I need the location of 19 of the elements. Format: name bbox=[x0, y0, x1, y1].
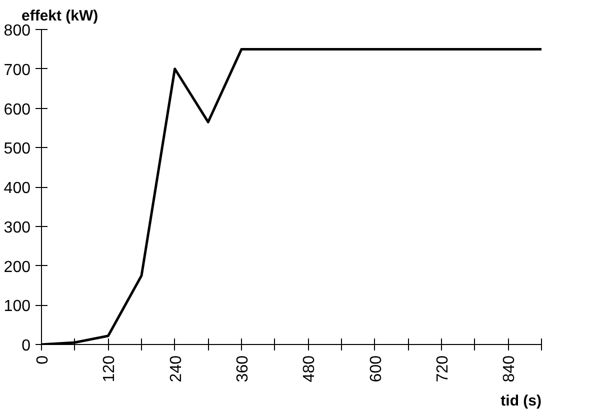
y-tick-label: 200 bbox=[4, 258, 31, 276]
y-tick-label: 800 bbox=[4, 22, 31, 40]
x-tick-label: 720 bbox=[434, 355, 452, 382]
y-tick-label: 100 bbox=[4, 298, 31, 316]
y-axis-title: effekt (kW) bbox=[22, 8, 98, 24]
x-tick-label: 840 bbox=[501, 355, 518, 382]
x-tick-label: 240 bbox=[168, 355, 185, 382]
y-tick-label: 400 bbox=[4, 180, 31, 197]
y-tick-label: 0 bbox=[22, 338, 31, 354]
x-tick-label: 120 bbox=[101, 355, 118, 382]
x-tick-label: 0 bbox=[34, 355, 52, 364]
y-tick-label: 500 bbox=[4, 140, 31, 158]
x-axis-title: tid (s) bbox=[500, 392, 542, 410]
y-tick-label: 700 bbox=[4, 62, 31, 79]
y-tick-label: 300 bbox=[4, 219, 31, 236]
y-tick-label: 600 bbox=[4, 101, 31, 118]
x-tick-label: 360 bbox=[234, 355, 252, 382]
x-tick-label: 600 bbox=[368, 355, 385, 382]
x-tick-label: 480 bbox=[301, 355, 318, 382]
